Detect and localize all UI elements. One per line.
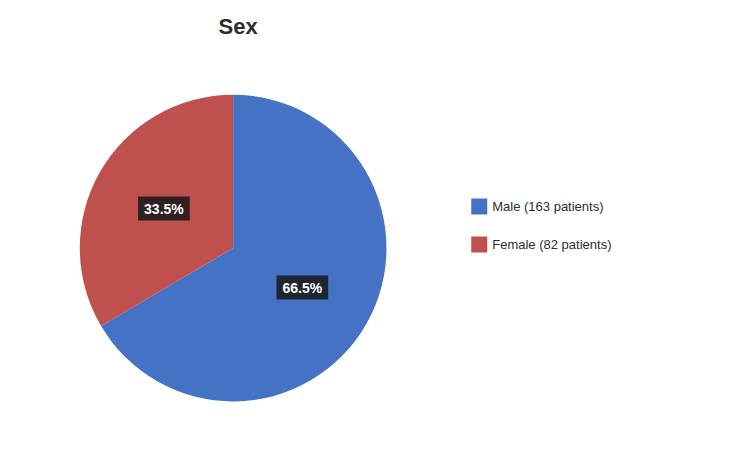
svg-text:Sex: Sex <box>219 14 259 39</box>
svg-text:Male (163 patients): Male (163 patients) <box>492 199 603 214</box>
svg-text:Female (82 patients): Female (82 patients) <box>492 237 611 252</box>
svg-text:66.5%: 66.5% <box>282 280 322 296</box>
svg-text:33.5%: 33.5% <box>144 201 184 217</box>
